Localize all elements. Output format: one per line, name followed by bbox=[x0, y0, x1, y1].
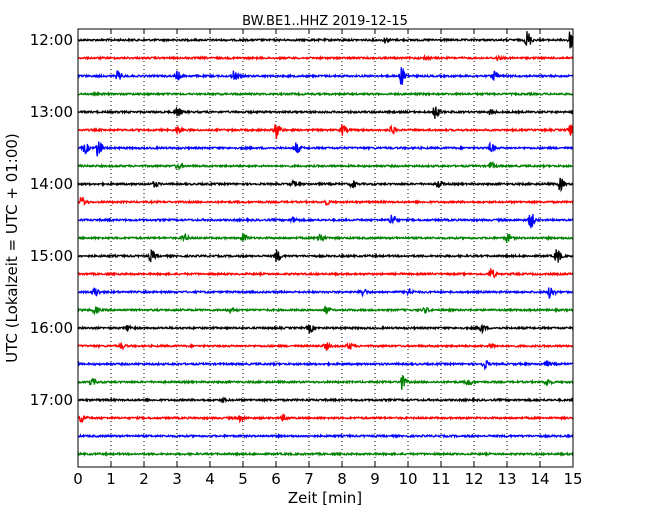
x-tick-label: 13 bbox=[497, 470, 516, 488]
trace-1630 bbox=[77, 359, 574, 371]
x-tick-label: 7 bbox=[304, 470, 314, 488]
trace-1530 bbox=[77, 287, 574, 299]
trace-1400 bbox=[77, 177, 574, 193]
trace-1445 bbox=[77, 232, 574, 243]
x-tick-label: 2 bbox=[139, 470, 149, 488]
trace-1345 bbox=[77, 160, 574, 171]
trace-1715 bbox=[77, 413, 574, 424]
trace-1615 bbox=[77, 341, 574, 351]
trace-1200 bbox=[77, 31, 574, 49]
trace-group bbox=[77, 31, 574, 458]
x-tick-label: 3 bbox=[172, 470, 182, 488]
x-tick-label: 1 bbox=[106, 470, 116, 488]
y-tick-label: 17:00 bbox=[30, 391, 73, 409]
trace-1700 bbox=[77, 396, 574, 404]
x-tick-label: 0 bbox=[73, 470, 83, 488]
x-tick-label: 9 bbox=[370, 470, 380, 488]
trace-1230 bbox=[77, 67, 574, 85]
y-tick-label: 16:00 bbox=[30, 319, 73, 337]
plot-frame bbox=[77, 28, 574, 468]
y-tick-label: 15:00 bbox=[30, 247, 73, 265]
x-tick-label: 15 bbox=[563, 470, 582, 488]
x-tick-label: 6 bbox=[271, 470, 281, 488]
y-tick-label: 12:00 bbox=[30, 31, 73, 49]
trace-1215 bbox=[77, 53, 574, 62]
trace-1245 bbox=[77, 90, 574, 97]
trace-1645 bbox=[77, 374, 574, 390]
x-axis-label: Zeit [min] bbox=[288, 489, 362, 507]
trace-1315 bbox=[77, 124, 574, 140]
trace-1515 bbox=[77, 268, 574, 279]
x-tick-label: 11 bbox=[431, 470, 450, 488]
trace-1545 bbox=[77, 305, 574, 316]
trace-1500 bbox=[77, 248, 574, 263]
trace-1415 bbox=[77, 196, 574, 207]
trace-1300 bbox=[77, 105, 574, 119]
trace-1730 bbox=[77, 432, 574, 440]
x-tick-label: 12 bbox=[464, 470, 483, 488]
x-tick-label: 8 bbox=[337, 470, 347, 488]
x-tick-label: 10 bbox=[398, 470, 417, 488]
y-tick-label: 14:00 bbox=[30, 175, 73, 193]
x-tick-label: 14 bbox=[530, 470, 549, 488]
y-tick-label: 13:00 bbox=[30, 103, 73, 121]
trace-1745 bbox=[77, 450, 574, 458]
y-axis-label: UTC (Lokalzeit = UTC + 01:00) bbox=[3, 133, 21, 363]
x-tick-label: 4 bbox=[205, 470, 215, 488]
trace-1330 bbox=[77, 141, 574, 157]
chart-title: BW.BE1..HHZ 2019-12-15 bbox=[242, 14, 408, 29]
trace-1430 bbox=[77, 213, 574, 229]
x-axis-ticks: 0 1 2 3 4 5 6 7 8 9 10 11 12 13 14 15 bbox=[73, 29, 583, 488]
x-tick-label: 5 bbox=[238, 470, 248, 488]
y-axis-ticks: 12:00 13:00 14:00 15:00 16:00 17:00 bbox=[30, 31, 573, 409]
trace-1600 bbox=[77, 323, 574, 335]
